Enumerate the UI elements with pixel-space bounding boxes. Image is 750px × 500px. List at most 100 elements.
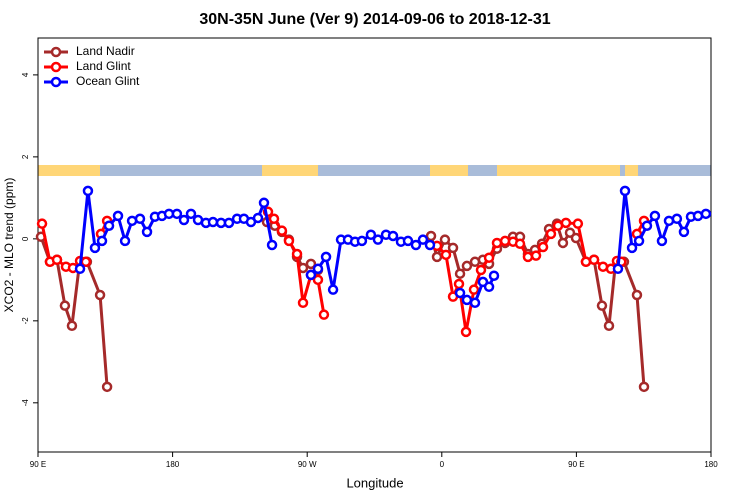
data-point — [626, 242, 638, 254]
data-point — [51, 254, 63, 266]
data-point — [291, 248, 303, 260]
data-point — [447, 242, 459, 254]
data-point — [318, 309, 330, 320]
data-point — [417, 234, 429, 245]
data-point — [461, 260, 473, 272]
data-point — [633, 235, 645, 247]
land-band — [262, 165, 318, 176]
data-point — [276, 225, 288, 236]
data-point — [94, 289, 106, 301]
data-point — [185, 208, 197, 220]
data-point — [638, 381, 650, 393]
data-point — [570, 232, 582, 244]
data-point — [101, 381, 113, 393]
data-point — [425, 230, 437, 242]
data-point — [171, 208, 183, 220]
data-point — [266, 239, 278, 251]
data-point — [424, 239, 436, 251]
data-point — [96, 235, 108, 247]
data-point — [612, 263, 624, 275]
data-point — [305, 258, 317, 270]
y-tick-label: 0 — [21, 236, 30, 241]
data-point — [36, 218, 48, 229]
data-point — [537, 241, 549, 253]
data-point — [66, 320, 78, 332]
data-point — [327, 284, 339, 295]
y-tick-label: -4 — [21, 399, 30, 407]
y-axis-label: XCO2 - MLO trend (ppm) — [2, 178, 16, 313]
data-point — [223, 217, 235, 229]
data-point — [596, 300, 608, 311]
data-point — [439, 234, 451, 245]
data-point — [631, 289, 643, 301]
data-point — [372, 234, 384, 245]
data-point — [356, 235, 368, 247]
data-point — [365, 229, 377, 241]
land-ocean-band — [38, 165, 711, 176]
data-point — [641, 220, 653, 231]
data-point — [305, 269, 317, 281]
x-tick-label: 180 — [704, 460, 718, 469]
x-tick-label: 90 W — [298, 460, 317, 469]
data-point — [387, 230, 399, 242]
data-point — [572, 218, 584, 229]
legend-marker — [50, 61, 62, 73]
data-point — [119, 235, 131, 247]
data-point — [700, 208, 712, 220]
data-point — [468, 284, 480, 295]
legend-marker — [50, 76, 62, 88]
data-point — [656, 235, 668, 247]
data-point — [134, 213, 146, 225]
data-point — [283, 235, 295, 247]
data-point — [483, 252, 495, 263]
data-point — [74, 263, 86, 275]
data-point — [454, 268, 466, 279]
data-point — [89, 242, 101, 254]
data-point — [410, 239, 422, 251]
data-point — [297, 297, 309, 309]
legend-label: Land Nadir — [76, 44, 135, 58]
data-point — [141, 226, 153, 238]
legend-marker — [50, 46, 62, 58]
ocean-band — [38, 165, 711, 176]
data-point — [268, 213, 280, 225]
data-point — [678, 226, 690, 238]
data-point — [103, 220, 115, 231]
data-point — [483, 281, 495, 293]
data-point — [402, 235, 414, 247]
data-point — [469, 297, 481, 309]
data-point — [59, 300, 71, 311]
chart-title: 30N-35N June (Ver 9) 2014-09-06 to 2018-… — [199, 11, 550, 28]
data-point — [557, 237, 569, 249]
data-point — [454, 287, 466, 299]
data-point — [320, 251, 332, 263]
y-tick-label: 4 — [21, 72, 30, 77]
x-axis-label: Longitude — [346, 475, 403, 490]
data-point — [453, 278, 465, 290]
legend-label: Ocean Glint — [76, 74, 140, 88]
land-band — [625, 165, 638, 176]
x-tick-label: 0 — [440, 460, 445, 469]
data-point — [522, 251, 534, 263]
land-band — [38, 165, 100, 176]
data-point — [588, 254, 600, 266]
data-point — [619, 185, 631, 197]
data-point — [252, 212, 264, 224]
legend-label: Land Glint — [76, 59, 131, 73]
data-point — [112, 210, 124, 222]
y-tick-label: 2 — [21, 154, 30, 159]
data-point — [178, 214, 190, 226]
data-point — [580, 256, 592, 268]
land-band — [430, 165, 468, 176]
data-point — [514, 238, 526, 250]
data-point — [207, 216, 219, 228]
data-point — [560, 217, 572, 229]
data-point — [258, 197, 270, 209]
data-point — [475, 264, 487, 276]
plot-frame — [37, 37, 712, 453]
data-point — [82, 185, 94, 197]
x-tick-label: 90 E — [30, 460, 46, 469]
y-tick-label: -2 — [21, 317, 30, 325]
data-point — [461, 294, 473, 306]
